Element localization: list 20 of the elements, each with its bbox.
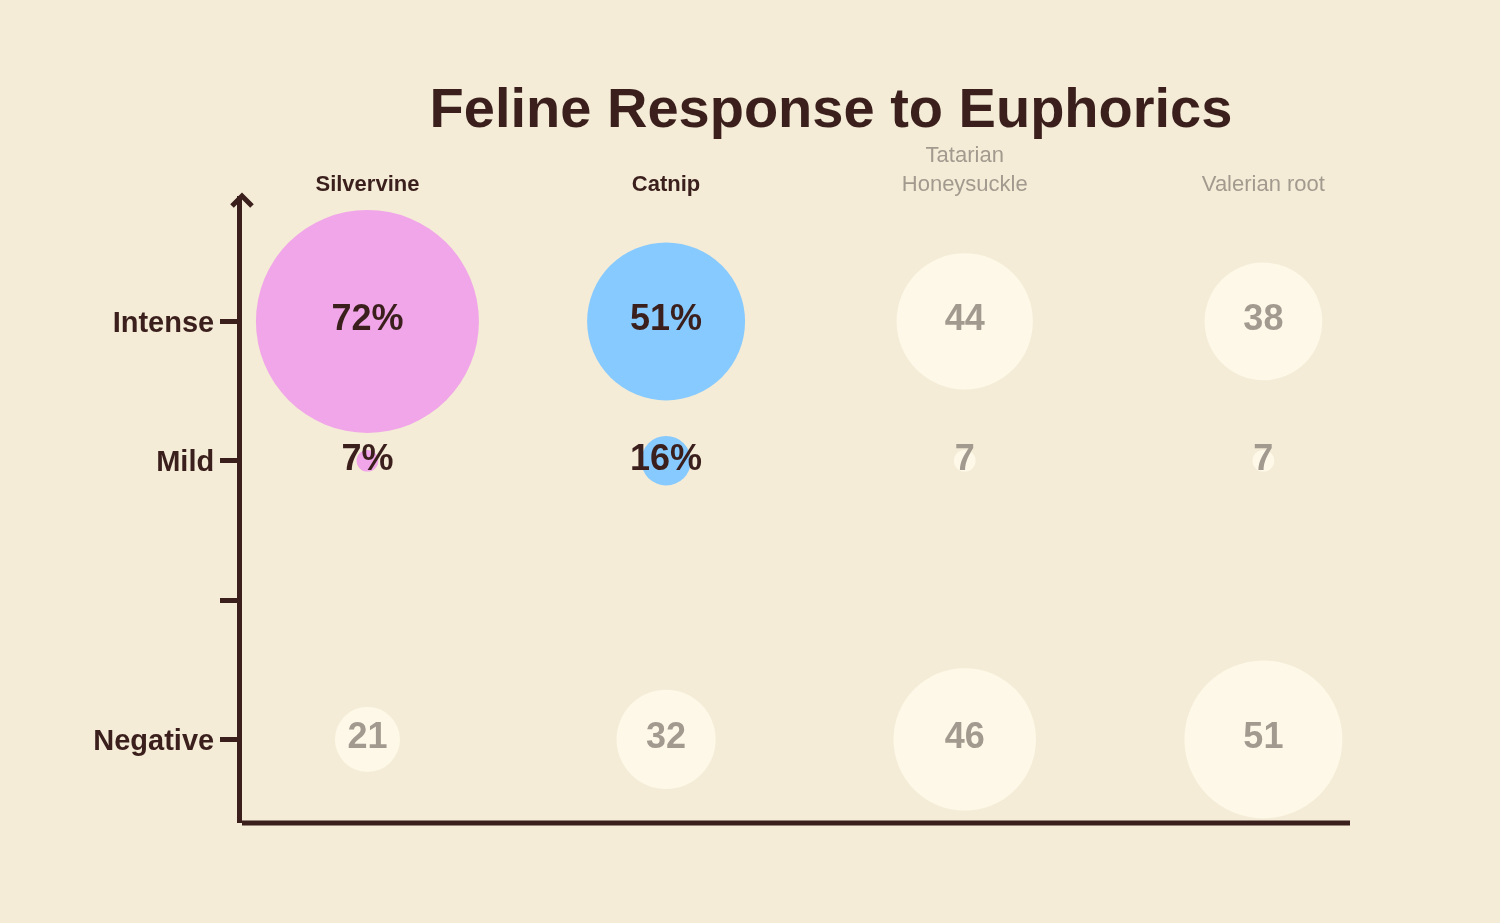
category-label: Valerian root	[1201, 170, 1325, 196]
data-label: 7	[1253, 436, 1274, 478]
category-label: Intense	[112, 305, 215, 338]
data-label: 46	[944, 715, 985, 757]
category-label: Negative	[93, 723, 215, 756]
data-label: 38	[1243, 297, 1284, 339]
data-label: 44	[944, 297, 985, 339]
category-label: Catnip	[631, 170, 701, 196]
category-label: Tatarian Honeysuckle	[901, 142, 1028, 196]
data-label: 32	[646, 715, 687, 757]
data-label: 72%	[331, 297, 404, 339]
text: Feline Response to Euphorics	[429, 75, 1233, 139]
category-label: Mild	[156, 444, 215, 477]
data-label: 21	[347, 715, 388, 757]
data-label: 16%	[630, 436, 703, 478]
data-label: 51	[1243, 715, 1284, 757]
category-label: Silvervine	[315, 170, 420, 196]
data-label: 7%	[341, 436, 394, 478]
data-label: 51%	[630, 297, 703, 339]
data-label: 7	[954, 436, 975, 478]
